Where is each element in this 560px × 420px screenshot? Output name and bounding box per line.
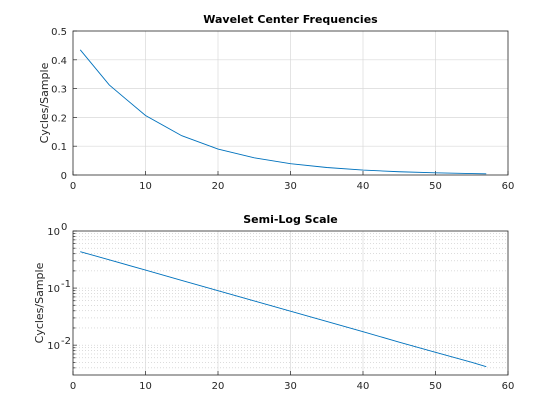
y-tick-label: 10 (47, 341, 60, 352)
x-tick-label: 50 (429, 181, 442, 192)
series-line (80, 251, 487, 368)
y-tick-label: 10 (47, 227, 60, 238)
x-tick-label: 0 (70, 381, 76, 392)
y-tick-exponent: -2 (61, 336, 71, 347)
grid (73, 31, 508, 175)
y-tick-label: 0.2 (51, 113, 67, 124)
x-tick-label: 20 (212, 381, 225, 392)
plot-semi-log-scale: Semi-Log Scale Cycles/Sample 0 10 20 30 40 50… (33, 213, 514, 392)
y-tick-exponent: 0 (61, 222, 67, 233)
chart-title: Wavelet Center Frequencies (203, 13, 378, 26)
x-tick-label: 10 (139, 181, 152, 192)
axes-box (72, 30, 509, 176)
x-tick-label: 30 (284, 381, 297, 392)
x-tick-label: 0 (70, 181, 76, 192)
plot-wavelet-center-frequencies: Wavelet Center Frequencies Cycles/Sample… (38, 13, 514, 192)
x-tick-label: 20 (212, 181, 225, 192)
chart-title: Semi-Log Scale (243, 213, 338, 226)
x-tick-label: 50 (429, 381, 442, 392)
y-tick-label: 0.3 (51, 85, 67, 96)
series-line (79, 49, 487, 175)
x-tick-label: 60 (502, 381, 515, 392)
tick-labels: 0 10 20 30 40 50 60 0 0.1 0.2 0.3 0.4 0.5 (51, 27, 514, 192)
y-tick-label: 0.1 (51, 142, 67, 153)
grid (73, 231, 508, 375)
x-tick-label: 10 (139, 381, 152, 392)
x-tick-label: 40 (357, 381, 370, 392)
x-tick-label: 40 (357, 181, 370, 192)
y-axis-label: Cycles/Sample (38, 62, 51, 143)
y-tick-exponent: -1 (61, 279, 71, 290)
y-tick-label: 0 (61, 171, 67, 182)
x-tick-label: 60 (502, 181, 515, 192)
y-tick-label: 0.5 (51, 27, 67, 38)
x-tick-label: 30 (284, 181, 297, 192)
y-tick-label: 0.4 (51, 56, 67, 67)
y-tick-label: 10 (47, 284, 60, 295)
axes-box (72, 230, 509, 376)
y-axis-label: Cycles/Sample (33, 262, 46, 343)
